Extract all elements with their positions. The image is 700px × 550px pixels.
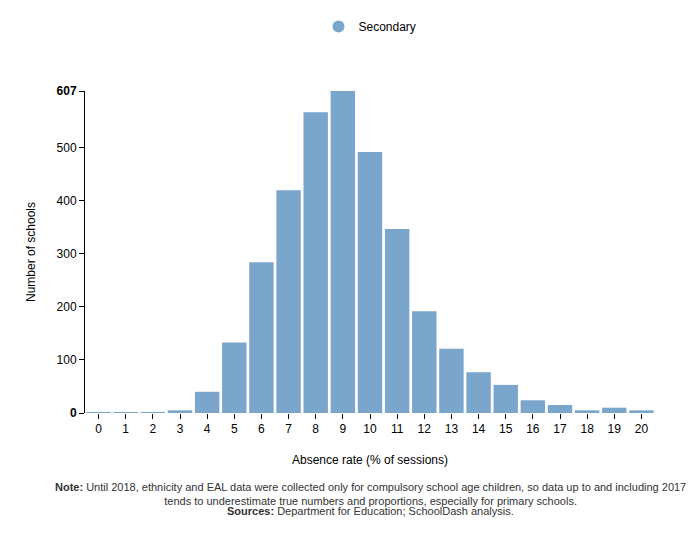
svg-text:3: 3 (177, 422, 184, 436)
svg-text:0: 0 (70, 406, 77, 420)
svg-text:10: 10 (363, 422, 377, 436)
svg-text:5: 5 (231, 422, 238, 436)
svg-text:13: 13 (445, 422, 459, 436)
svg-text:Secondary: Secondary (359, 20, 416, 34)
svg-text:15: 15 (499, 422, 513, 436)
svg-text:Sources: Department for Educat: Sources: Department for Education; Schoo… (227, 505, 514, 517)
svg-text:Note: Until 2018, ethnicity an: Note: Until 2018, ethnicity and EAL data… (55, 481, 686, 507)
svg-text:7: 7 (285, 422, 292, 436)
svg-text:0: 0 (95, 422, 102, 436)
svg-text:6: 6 (258, 422, 265, 436)
svg-text:12: 12 (418, 422, 432, 436)
svg-text:9: 9 (340, 422, 347, 436)
svg-text:8: 8 (312, 422, 319, 436)
svg-text:200: 200 (57, 300, 77, 314)
svg-text:100: 100 (57, 353, 77, 367)
svg-text:18: 18 (580, 422, 594, 436)
svg-text:Absence rate (% of sessions): Absence rate (% of sessions) (292, 453, 448, 467)
svg-text:4: 4 (204, 422, 211, 436)
svg-text:607: 607 (57, 84, 77, 98)
svg-text:2: 2 (150, 422, 157, 436)
svg-text:19: 19 (608, 422, 622, 436)
svg-text:500: 500 (57, 141, 77, 155)
svg-text:14: 14 (472, 422, 486, 436)
svg-text:400: 400 (57, 194, 77, 208)
svg-text:Number of schools: Number of schools (24, 202, 38, 302)
svg-text:11: 11 (391, 422, 404, 436)
svg-text:17: 17 (553, 422, 567, 436)
svg-text:1: 1 (122, 422, 129, 436)
svg-text:300: 300 (57, 247, 77, 261)
svg-text:20: 20 (635, 422, 649, 436)
svg-text:16: 16 (526, 422, 540, 436)
